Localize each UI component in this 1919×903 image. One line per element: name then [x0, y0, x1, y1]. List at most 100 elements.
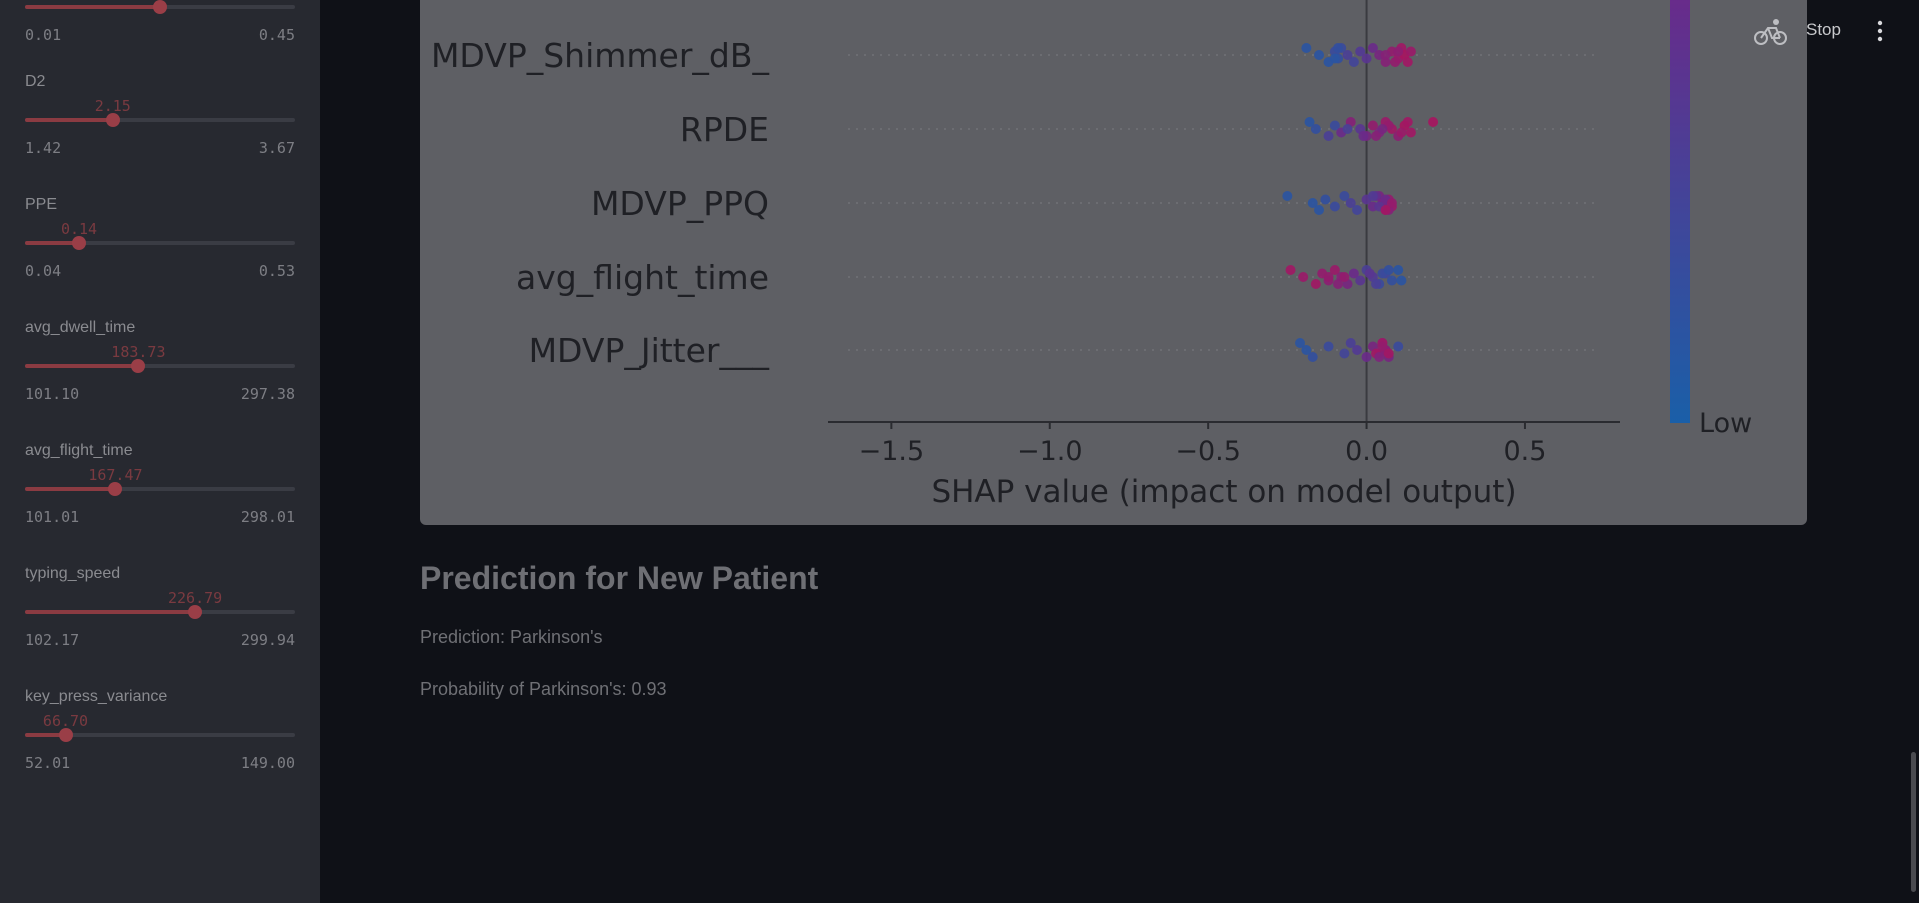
slider-fill	[25, 118, 113, 122]
slider-min: 102.17	[25, 631, 80, 649]
slider-min: 0.04	[25, 262, 62, 280]
feature-label: MDVP_Jitter___	[529, 331, 770, 370]
slider-track[interactable]	[25, 359, 295, 373]
shap-point	[1320, 194, 1331, 205]
shap-point	[1377, 124, 1388, 134]
shap-point	[1367, 191, 1378, 201]
feature-label: MDVP_Shimmer_dB_	[431, 36, 770, 75]
shap-point	[1339, 272, 1350, 282]
shap-point	[1348, 57, 1359, 67]
bicycle-icon	[1754, 19, 1787, 45]
shap-point	[1307, 352, 1318, 362]
x-tick-label: −1.5	[859, 436, 925, 467]
slider-value: 226.79	[168, 589, 223, 607]
slider-label: PPE	[25, 196, 58, 213]
shap-point	[1396, 127, 1407, 138]
probability-text: Probability of Parkinson's: 0.93	[420, 679, 667, 699]
slider-track[interactable]	[25, 236, 295, 250]
slider-track[interactable]	[25, 482, 295, 496]
shap-point	[1355, 46, 1366, 57]
shap-point	[1358, 131, 1369, 141]
slider-fill	[25, 364, 139, 368]
scrollbar[interactable]	[1911, 752, 1916, 892]
slider-thumb[interactable]	[131, 359, 146, 373]
shap-point	[1342, 124, 1353, 134]
shap-point	[1329, 265, 1340, 275]
slider-track[interactable]	[25, 728, 295, 742]
shap-point	[1329, 201, 1340, 212]
shap-point	[1295, 338, 1306, 348]
feature-label: RPDE	[680, 110, 769, 149]
shap-point	[1333, 43, 1344, 53]
shap-point	[1361, 53, 1372, 64]
shap-point	[1323, 131, 1334, 141]
shap-point	[1396, 275, 1407, 286]
shap-summary-plot: −1.5 −1.0 −0.5 0.0 0.5 SHAP value (impact on …	[420, 0, 1807, 525]
shap-point	[1380, 57, 1391, 67]
slider-fill	[25, 241, 79, 245]
slider-thumb[interactable]	[105, 113, 120, 127]
shap-point	[1386, 275, 1397, 286]
shap-point	[1301, 345, 1312, 355]
slider-fill	[25, 610, 196, 614]
shap-point	[1348, 268, 1359, 279]
slider-max: 298.01	[240, 508, 295, 526]
slider-track[interactable]	[25, 113, 295, 127]
slider-max: 149.00	[240, 754, 295, 772]
shap-point	[1393, 46, 1404, 57]
slider-value: 2.15	[94, 97, 131, 115]
slider-thumb[interactable]	[153, 0, 167, 14]
shap-point	[1428, 117, 1439, 127]
stop-button[interactable]: Stop	[1806, 20, 1841, 39]
shap-point	[1352, 345, 1363, 355]
slider-track[interactable]	[25, 0, 295, 14]
kebab-menu-icon[interactable]	[1876, 20, 1884, 42]
x-tick-label: 0.0	[1345, 436, 1388, 467]
shap-point	[1310, 124, 1321, 134]
colorbar-label: Low	[1699, 408, 1752, 439]
shap-point	[1364, 268, 1375, 279]
shap-point	[1282, 191, 1293, 201]
shap-point	[1323, 341, 1334, 352]
page-section-heading: Prediction for New Patient	[420, 560, 819, 596]
shap-point	[1405, 127, 1416, 138]
x-tick-label: −0.5	[1175, 436, 1241, 467]
x-tick-label: −1.0	[1017, 436, 1083, 467]
x-tick-label: 0.5	[1503, 436, 1546, 467]
shap-point	[1380, 50, 1391, 60]
slider-track[interactable]	[25, 605, 295, 619]
slider-max: 0.53	[258, 262, 295, 280]
shap-point	[1314, 205, 1325, 215]
slider-max: 299.94	[240, 631, 295, 649]
shap-point	[1310, 279, 1321, 289]
shap-point	[1367, 120, 1378, 131]
slider-thumb[interactable]	[72, 236, 86, 250]
slider-label: typing_speed	[25, 565, 121, 582]
slider-thumb[interactable]	[108, 482, 123, 496]
shap-point	[1304, 117, 1315, 127]
shap-point	[1298, 272, 1309, 282]
shap-point	[1367, 43, 1378, 53]
colorbar	[1670, 0, 1690, 423]
slider-label: avg_dwell_time	[25, 319, 136, 336]
shap-point	[1329, 120, 1340, 131]
slider-max: 0.45	[258, 26, 295, 44]
slider-min: 101.01	[25, 508, 80, 526]
slider-min: 0.01	[25, 26, 62, 44]
slider-fill	[25, 5, 160, 9]
slider-fill	[25, 487, 116, 491]
feature-label: MDVP_PPQ	[591, 184, 769, 223]
shap-point	[1345, 198, 1356, 208]
x-axis-label: SHAP value (impact on model output)	[931, 474, 1516, 510]
shap-point	[1285, 265, 1296, 275]
shap-point	[1355, 275, 1366, 286]
shap-point	[1339, 348, 1350, 359]
shap-point	[1393, 265, 1404, 275]
shap-point	[1314, 50, 1325, 60]
shap-point	[1352, 205, 1363, 215]
slider-thumb[interactable]	[58, 728, 73, 742]
slider-value: 0.14	[60, 220, 98, 238]
slider-thumb[interactable]	[188, 605, 203, 619]
shap-point	[1405, 46, 1416, 57]
shap-point	[1393, 341, 1404, 352]
